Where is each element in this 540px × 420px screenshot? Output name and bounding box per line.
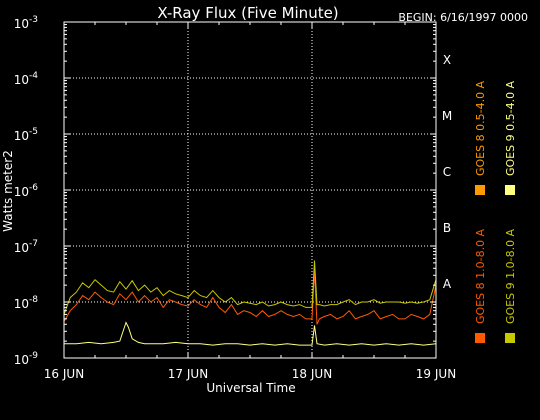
- chart-title: X-Ray Flux (Five Minute): [157, 4, 338, 22]
- legend-label-4: GOES 9 0.5-4.0 A: [504, 80, 517, 176]
- y-tick-label: 10-6: [14, 183, 39, 199]
- legend-swatch-4: [505, 185, 515, 195]
- legend-label-3: GOES 9 1.0-8.0 A: [504, 228, 517, 324]
- x-tick-label: 16 JUN: [44, 367, 84, 381]
- legend-label-2: GOES 8 0.5-4.0 A: [474, 80, 487, 176]
- x-axis-label: Universal Time: [206, 381, 295, 395]
- axes: 10-9 10-8 10-7 10-6 10-5 10-4 10-3 16 JUN 17 JUN…: [14, 15, 456, 381]
- flare-class-label: B: [443, 221, 451, 235]
- begin-label: BEGIN: 6/16/1997 0000: [398, 11, 528, 24]
- series-line-3: [63, 260, 437, 315]
- y-tick-label: 10-3: [14, 15, 38, 31]
- series-lines: [63, 260, 437, 346]
- x-tick-label: 18 JUN: [292, 367, 332, 381]
- y-tick-label: 10-8: [14, 295, 39, 311]
- flare-class-label: X: [443, 53, 451, 67]
- x-tick-label: 19 JUN: [416, 367, 456, 381]
- legend: GOES 8 1.0-8.0 A GOES 8 0.5-4.0 A GOES 9 1…: [474, 80, 517, 343]
- y-axis-label: Watts meter2: [1, 150, 15, 232]
- series-line-1: [63, 269, 437, 325]
- legend-swatch-1: [475, 333, 485, 343]
- y-tick-label: 10-5: [14, 127, 38, 143]
- flare-class-label: C: [443, 165, 451, 179]
- flare-class-label: M: [442, 109, 452, 123]
- x-tick-label: 17 JUN: [168, 367, 208, 381]
- y-tick-label: 10-7: [14, 239, 38, 255]
- y-tick-label: 10-9: [14, 351, 39, 367]
- legend-swatch-3: [505, 333, 515, 343]
- flare-class-label: A: [443, 277, 452, 291]
- y-tick-label: 10-4: [14, 71, 39, 87]
- series-line-4: [64, 321, 437, 346]
- legend-label-1: GOES 8 1.0-8.0 A: [474, 228, 487, 324]
- legend-swatch-2: [475, 185, 485, 195]
